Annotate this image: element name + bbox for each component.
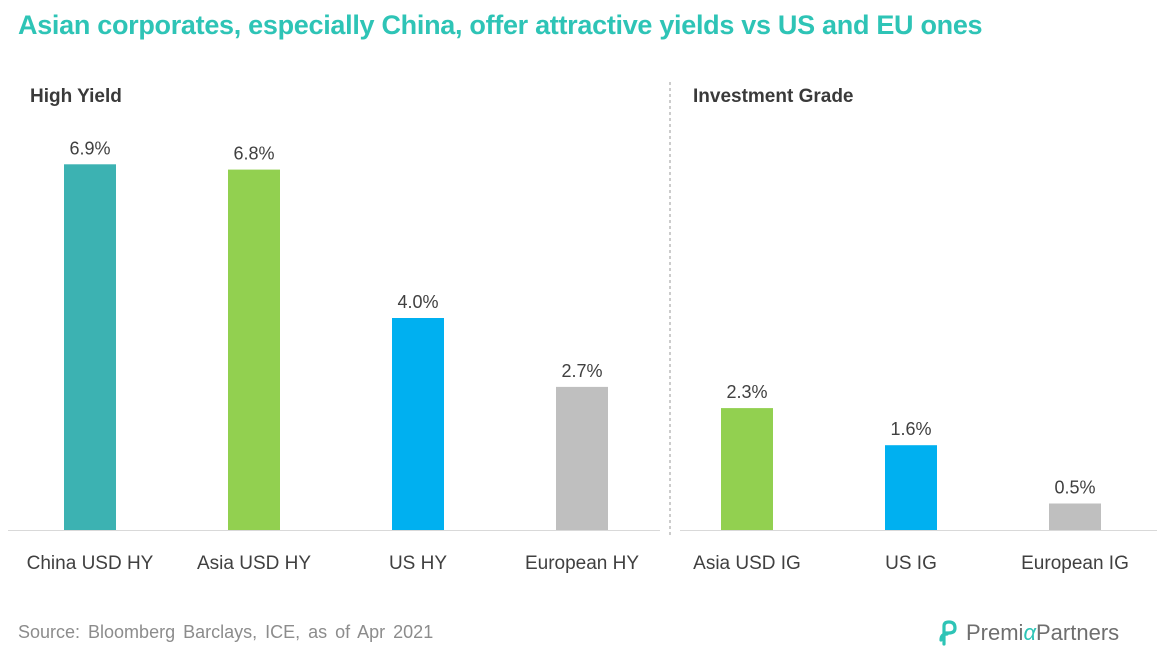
panel-title-high-yield: High Yield <box>30 86 122 107</box>
premia-logo-icon <box>939 620 957 646</box>
data-label: 4.0% <box>397 292 438 312</box>
panel-title-investment-grade: Investment Grade <box>693 86 854 107</box>
bar-us-ig <box>885 445 937 530</box>
bar-asia-usd-hy <box>228 169 280 530</box>
bar-china-usd-hy <box>64 164 116 531</box>
bar-layer: 6.9% China USD HY 6.8% Asia USD HY 4.0% US HY… <box>27 138 1129 574</box>
bar-chart: 6.9% China USD HY 6.8% Asia USD HY 4.0% US HY… <box>8 82 1157 574</box>
data-label: 6.9% <box>69 138 110 158</box>
data-label: 2.7% <box>561 361 602 381</box>
data-label: 1.6% <box>890 419 931 439</box>
logo-text: PremiαPartners <box>966 620 1120 645</box>
bar-us-hy <box>392 318 444 530</box>
data-label: 0.5% <box>1054 478 1095 498</box>
category-label: US HY <box>389 553 447 574</box>
bar-european-hy <box>556 386 608 530</box>
category-label: European HY <box>525 553 639 574</box>
category-label: Asia USD IG <box>693 553 801 574</box>
category-label: European IG <box>1021 553 1129 574</box>
data-label: 6.8% <box>233 144 274 164</box>
bar-european-ig <box>1049 503 1101 530</box>
category-label: China USD HY <box>27 553 154 574</box>
premia-partners-logo: PremiαPartners <box>938 620 1119 646</box>
category-label: US IG <box>885 553 937 574</box>
source-note: Source: Bloomberg Barclays, ICE, as of A… <box>18 622 434 642</box>
data-label: 2.3% <box>726 382 767 402</box>
bar-asia-usd-ig <box>721 408 773 530</box>
chart-title: Asian corporates, especially China, offe… <box>18 10 983 40</box>
category-label: Asia USD HY <box>197 553 311 574</box>
